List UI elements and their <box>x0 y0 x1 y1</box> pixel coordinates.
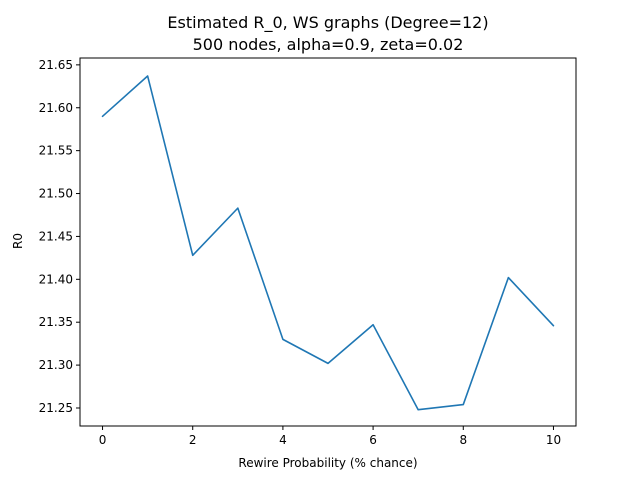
y-tick-label: 21.55 <box>39 144 73 158</box>
x-axis-ticks: 0 2 4 6 8 10 <box>99 426 561 447</box>
x-tick-label: 0 <box>99 433 107 447</box>
x-tick-label: 6 <box>369 433 377 447</box>
x-tick-label: 8 <box>459 433 467 447</box>
y-tick-label: 21.40 <box>39 272 73 286</box>
y-axis-ticks: 21.25 21.30 21.35 21.40 21.45 21.50 21.55 21.60… <box>39 58 80 415</box>
y-tick-label: 21.65 <box>39 58 73 72</box>
chart-title-line1: Estimated R_0, WS graphs (Degree=12) <box>167 13 488 33</box>
y-tick-label: 21.50 <box>39 187 73 201</box>
series-line <box>101 75 555 411</box>
plot-frame <box>79 57 577 427</box>
x-tick-label: 4 <box>279 433 287 447</box>
x-tick-label: 2 <box>189 433 197 447</box>
y-tick-label: 21.30 <box>39 358 73 372</box>
chart-title-line2: 500 nodes, alpha=0.9, zeta=0.02 <box>193 35 464 54</box>
y-tick-label: 21.45 <box>39 229 73 243</box>
y-tick-label: 21.35 <box>39 315 73 329</box>
plot-area <box>79 57 577 427</box>
series-group <box>101 75 555 411</box>
x-axis-label: Rewire Probability (% chance) <box>238 456 417 470</box>
y-tick-label: 21.60 <box>39 101 73 115</box>
y-tick-label: 21.25 <box>39 401 73 415</box>
x-tick-label: 10 <box>546 433 561 447</box>
y-axis-label: R0 <box>11 233 25 249</box>
